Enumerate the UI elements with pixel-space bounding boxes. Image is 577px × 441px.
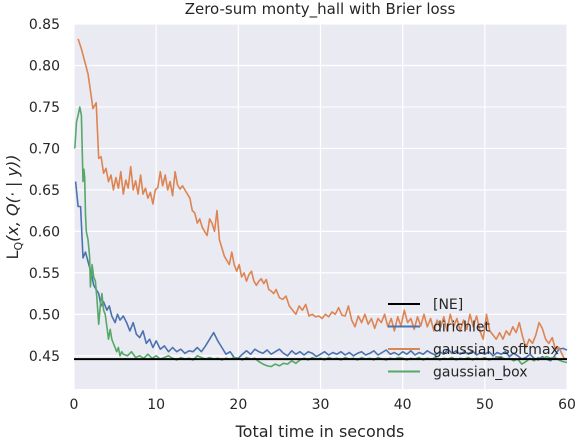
y-tick-label: 0.80 [29,58,60,74]
y-tick-label: 0.85 [29,17,60,33]
x-tick-label: 60 [558,397,576,413]
series-line-gaussian-softmax [77,38,567,360]
legend-label: dirichlet [433,320,490,336]
y-tick-label: 0.45 [29,349,60,365]
legend: [NE] dirichlet gaussian_softmax gaussian_bo… [388,297,559,381]
y-tick-label: 0.70 [29,141,60,157]
y-axis-title-subscript: Q [12,242,25,251]
y-tick-label: 0.75 [29,100,60,116]
x-tick-labels: 0 10 20 30 40 50 60 [70,397,576,413]
x-tick-label: 0 [70,397,79,413]
y-tick-labels: 0.45 0.50 0.55 0.60 0.65 0.70 0.75 0.80 0.85 [29,17,60,365]
legend-label: gaussian_box [433,365,528,381]
y-tick-label: 0.60 [29,224,60,240]
x-tick-label: 30 [312,397,330,413]
y-tick-label: 0.55 [29,266,60,282]
x-tick-label: 10 [147,397,165,413]
x-tick-label: 40 [394,397,412,413]
legend-label: gaussian_softmax [433,342,559,358]
y-tick-label: 0.50 [29,307,60,323]
chart-title: Zero-sum monty_hall with Brier loss [185,0,456,19]
y-axis-title-main: L [3,250,22,259]
legend-label: [NE] [433,297,463,313]
y-axis-title-argument: (x, Q(· | y)) [3,155,22,242]
y-tick-label: 0.65 [29,183,60,199]
y-axis-title: LQ(x, Q(· | y)) [3,155,25,260]
x-axis-title: Total time in seconds [235,422,405,441]
series-line-dirichlet [74,181,568,362]
x-tick-label: 50 [476,397,494,413]
x-tick-label: 20 [229,397,247,413]
